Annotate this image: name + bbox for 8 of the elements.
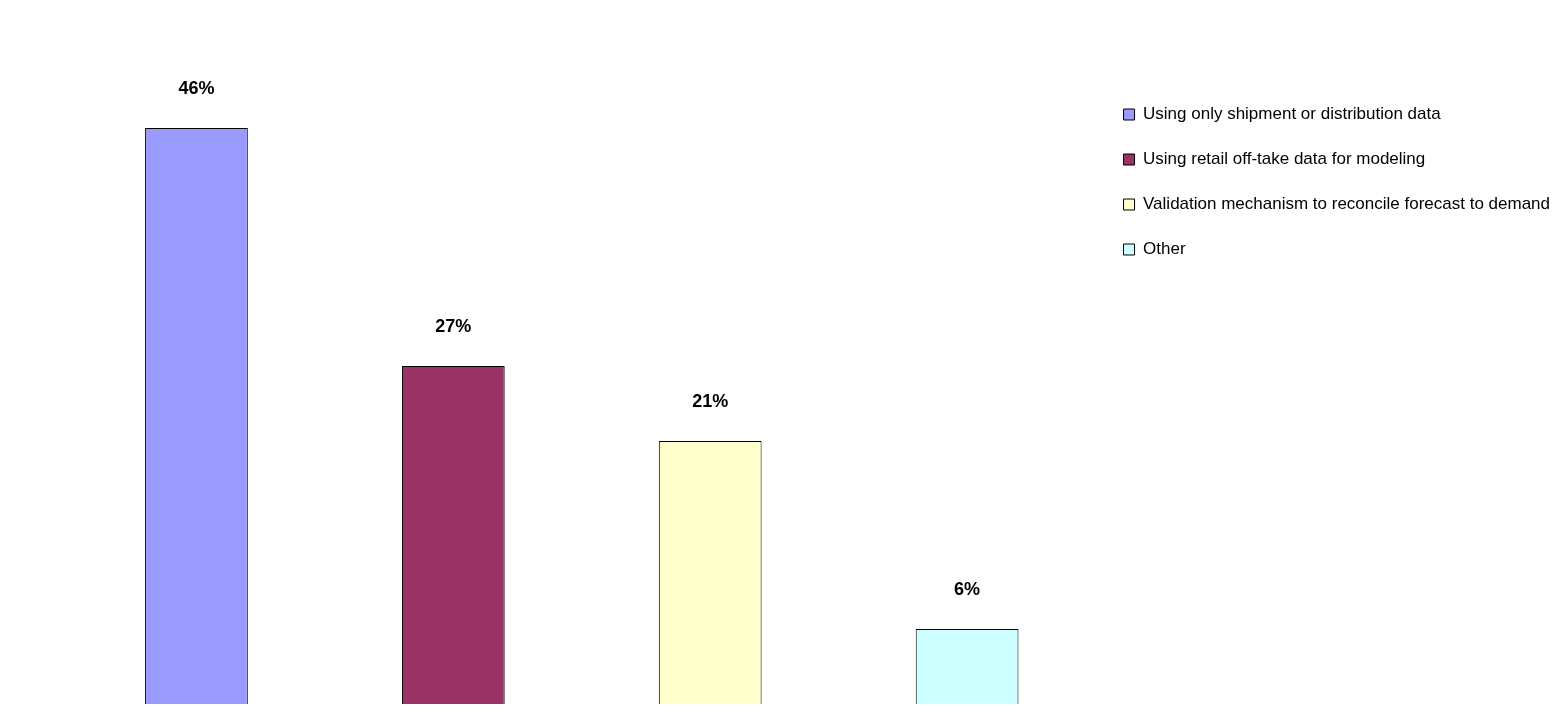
- legend-label: Other: [1143, 239, 1186, 259]
- legend-label: Validation mechanism to reconcile forecast to demand: [1143, 194, 1551, 214]
- data-label: 6%: [954, 578, 981, 599]
- legend-label: Using only shipment or distribution data: [1143, 104, 1442, 124]
- data-label: 27%: [435, 315, 472, 336]
- data-label: 46%: [178, 78, 215, 99]
- legend-label: Using retail off-take data for modeling: [1143, 149, 1426, 169]
- data-label: 21%: [692, 391, 729, 412]
